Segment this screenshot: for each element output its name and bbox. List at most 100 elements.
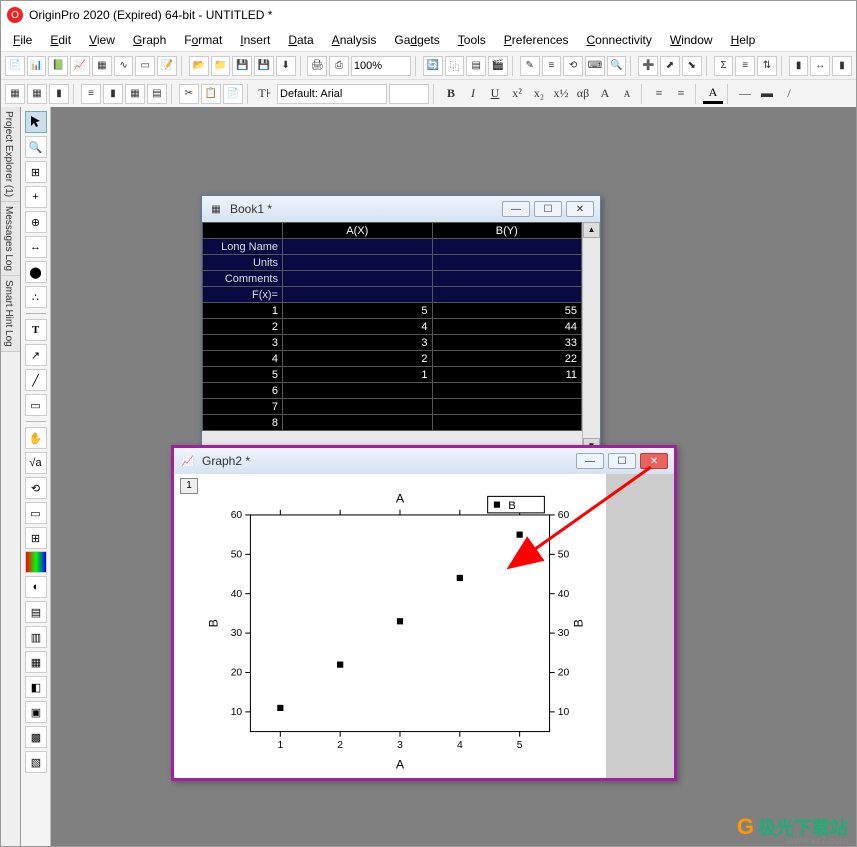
meta-row[interactable]: Long Name (203, 239, 582, 255)
menu-format[interactable]: Format (176, 31, 230, 49)
find-icon[interactable]: 🔍 (607, 56, 627, 76)
slides-icon[interactable]: ▤ (466, 56, 486, 76)
layer-tab[interactable]: 1 (180, 478, 198, 494)
theme-7-icon[interactable]: ▧ (25, 751, 47, 773)
increase-font-button[interactable]: A (595, 84, 615, 104)
book1-maximize-button[interactable]: ☐ (534, 201, 562, 217)
layer-extract-icon[interactable]: ⬈ (660, 56, 680, 76)
pan-tool-icon[interactable]: ✋ (25, 427, 47, 449)
merge-icon[interactable]: ▦ (125, 84, 145, 104)
import-icon[interactable]: ⬇ (276, 56, 296, 76)
meta-row[interactable]: Units (203, 255, 582, 271)
save-template-icon[interactable]: 💾 (254, 56, 274, 76)
menu-graph[interactable]: Graph (125, 31, 174, 49)
menu-view[interactable]: View (81, 31, 123, 49)
col-set-icon[interactable]: ▮ (832, 56, 852, 76)
data-selector-icon[interactable]: ↔ (25, 236, 47, 258)
menu-file[interactable]: File (5, 31, 40, 49)
graph2-close-button[interactable]: ✕ (640, 453, 668, 469)
zoom-tool-icon[interactable]: 🔍 (25, 136, 47, 158)
worksheet[interactable]: A(X) B(Y) Long NameUnitsCommentsF(x)=155… (202, 222, 582, 454)
scatter-chart[interactable]: 12345101020203030404050506060AABBB (204, 484, 596, 773)
supersub-button[interactable]: x½ (551, 84, 571, 104)
draw-data-icon[interactable]: ∴ (25, 286, 47, 308)
scroll-up-icon[interactable]: ▲ (583, 222, 600, 238)
col-move-icon[interactable]: ↔ (810, 56, 830, 76)
bold-button[interactable]: B (441, 84, 461, 104)
align-left-button[interactable]: ≡ (649, 84, 669, 104)
plot-area[interactable]: 1 12345101020203030404050506060AABBB (174, 474, 606, 778)
arrow-tool-icon[interactable]: ↗ (25, 344, 47, 366)
align-center-button[interactable]: ≡ (671, 84, 691, 104)
new-function-icon[interactable]: ∿ (114, 56, 134, 76)
batch-icon[interactable]: ⎙ (329, 56, 349, 76)
corner-cell[interactable] (203, 223, 283, 239)
col-header-b[interactable]: B(Y) (432, 223, 582, 239)
3d-color-icon[interactable]: ◐ (25, 576, 47, 598)
new-workbook-icon[interactable]: 📊 (27, 56, 47, 76)
sheet-vscrollbar[interactable]: ▲ ▼ (582, 222, 600, 454)
worksheet-tool-icon[interactable]: ▦ (5, 84, 25, 104)
code-icon[interactable]: ⌨ (585, 56, 605, 76)
graph2-maximize-button[interactable]: ☐ (608, 453, 636, 469)
dock-messages-log[interactable]: Messages Log (1, 202, 20, 276)
column-icon[interactable]: ▮ (49, 84, 69, 104)
screen-reader-icon[interactable]: + (25, 186, 47, 208)
underline-button[interactable]: U (485, 84, 505, 104)
menu-preferences[interactable]: Preferences (496, 31, 577, 49)
col-stats-icon[interactable]: Σ (714, 56, 734, 76)
data-row[interactable]: 6 (203, 383, 582, 399)
explorer-icon[interactable]: ▤ (147, 84, 167, 104)
row-tool-icon[interactable]: ≡ (81, 84, 101, 104)
batch-plot-icon[interactable]: ≡ (542, 56, 562, 76)
copy-icon[interactable]: 📋 (201, 84, 221, 104)
graph2-minimize-button[interactable]: — (576, 453, 604, 469)
theme-2-icon[interactable]: ▥ (25, 626, 47, 648)
menu-help[interactable]: Help (723, 31, 764, 49)
new-layout-icon[interactable]: ▭ (135, 56, 155, 76)
menu-insert[interactable]: Insert (232, 31, 278, 49)
print-icon[interactable]: 🖨 (307, 56, 327, 76)
new-excel-icon[interactable]: 📗 (48, 56, 68, 76)
font-size-combo[interactable] (389, 84, 429, 104)
dock-smart-hint-log[interactable]: Smart Hint Log (1, 276, 20, 352)
rotate-tool-icon[interactable]: ⟲ (25, 477, 47, 499)
menu-edit[interactable]: Edit (42, 31, 79, 49)
dock-project-explorer[interactable]: Project Explorer (1) (1, 107, 20, 202)
graph2-titlebar[interactable]: 📈 Graph2 * — ☐ ✕ (174, 448, 674, 474)
font-color-button[interactable]: A (703, 84, 723, 104)
line-style-button[interactable]: — (735, 84, 755, 104)
graph2-window[interactable]: 📈 Graph2 * — ☐ ✕ 1 123451010202030304040… (171, 445, 677, 781)
insert-obj-icon[interactable]: ⊞ (25, 527, 47, 549)
decrease-font-button[interactable]: A (617, 84, 637, 104)
paste-icon[interactable]: 📄 (223, 84, 243, 104)
menu-window[interactable]: Window (662, 31, 721, 49)
data-row[interactable]: 5111 (203, 367, 582, 383)
greek-button[interactable]: αβ (573, 84, 593, 104)
new-notes-icon[interactable]: 📝 (157, 56, 177, 76)
menu-connectivity[interactable]: Connectivity (579, 31, 660, 49)
zoom-combo[interactable] (351, 56, 411, 76)
video-icon[interactable]: 🎬 (488, 56, 508, 76)
col-add-icon[interactable]: ▮ (789, 56, 809, 76)
data-row[interactable]: 2444 (203, 319, 582, 335)
text-tool-icon[interactable]: T (25, 319, 47, 341)
layer-add-icon[interactable]: ➕ (638, 56, 658, 76)
subscript-button[interactable]: x₂ (529, 84, 549, 104)
rect-tool-icon[interactable]: ▭ (25, 394, 47, 416)
new-graph-icon[interactable]: 📈 (70, 56, 90, 76)
superscript-button[interactable]: x² (507, 84, 527, 104)
theme-3-icon[interactable]: ▦ (25, 651, 47, 673)
menu-gadgets[interactable]: Gadgets (386, 31, 447, 49)
theme-1-icon[interactable]: ▤ (25, 601, 47, 623)
line-tool-icon[interactable]: ╱ (25, 369, 47, 391)
theme-4-icon[interactable]: ◧ (25, 676, 47, 698)
book1-window[interactable]: ▦ Book1 * — ☐ ✕ A(X) (201, 195, 601, 455)
row-stats-icon[interactable]: ≡ (735, 56, 755, 76)
refresh-icon[interactable]: 🔄 (423, 56, 443, 76)
meta-row[interactable]: Comments (203, 271, 582, 287)
digitize-icon[interactable]: ✎ (520, 56, 540, 76)
menu-analysis[interactable]: Analysis (324, 31, 385, 49)
italic-button[interactable]: I (463, 84, 483, 104)
fill-color-button[interactable]: ▬ (757, 84, 777, 104)
